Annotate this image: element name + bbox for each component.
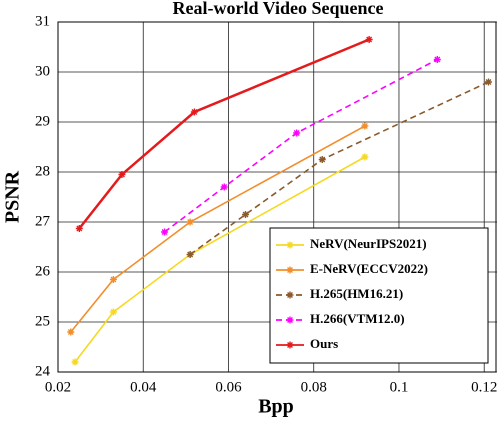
x-tick-label: 0.08	[301, 379, 327, 395]
y-tick-label: 27	[35, 213, 51, 229]
point-marker	[71, 358, 79, 366]
x-axis-label: Bpp	[258, 396, 294, 418]
y-tick-label: 26	[35, 263, 51, 279]
series-line	[70, 125, 366, 333]
chart-title: Real-world Video Sequence	[173, 0, 384, 18]
point-marker	[161, 228, 169, 236]
legend-marker	[286, 241, 294, 249]
legend-label: Ours	[310, 336, 338, 351]
point-marker	[433, 56, 441, 63]
y-tick-label: 24	[35, 363, 51, 379]
point-marker	[361, 153, 369, 161]
point-marker	[190, 108, 198, 116]
x-tick-label: 0.1	[390, 379, 409, 395]
plot-frame	[57, 21, 497, 373]
series-line	[78, 38, 370, 230]
y-axis-label: PSNR	[2, 170, 24, 223]
legend-marker	[286, 341, 294, 349]
legend-marker	[286, 291, 294, 299]
point-marker	[109, 276, 117, 283]
point-marker	[109, 308, 117, 316]
legend-label: NeRV(NeurIPS2021)	[310, 236, 427, 251]
legend-marker	[286, 266, 294, 274]
y-tick-label: 31	[35, 13, 50, 29]
legend-label: E-NeRV(ECCV2022)	[310, 261, 428, 276]
x-tick-label: 0.04	[130, 379, 157, 395]
point-marker	[293, 129, 301, 137]
legend-box	[269, 227, 489, 364]
y-tick-label: 29	[35, 113, 50, 129]
point-marker	[186, 218, 194, 226]
legend-marker	[286, 316, 294, 324]
series-line	[189, 81, 489, 256]
point-marker	[220, 183, 228, 191]
point-marker	[67, 328, 75, 336]
y-tick-label: 28	[35, 163, 50, 179]
series-line	[74, 156, 366, 363]
x-tick-label: 0.02	[45, 379, 71, 395]
y-tick-label: 25	[35, 313, 50, 329]
point-marker	[484, 78, 492, 86]
point-marker	[242, 211, 250, 218]
legend-label: H.265(HM16.21)	[310, 286, 403, 301]
point-marker	[186, 251, 194, 258]
x-tick-label: 0.06	[215, 379, 242, 395]
legend-label: H.266(VTM12.0)	[310, 311, 405, 326]
series-line	[164, 58, 438, 233]
point-marker	[365, 36, 373, 43]
point-marker	[318, 156, 326, 163]
x-tick-label: 0.12	[471, 379, 497, 395]
point-marker	[75, 225, 83, 232]
y-tick-label: 30	[35, 63, 50, 79]
point-marker	[361, 122, 369, 130]
point-marker	[118, 171, 126, 178]
